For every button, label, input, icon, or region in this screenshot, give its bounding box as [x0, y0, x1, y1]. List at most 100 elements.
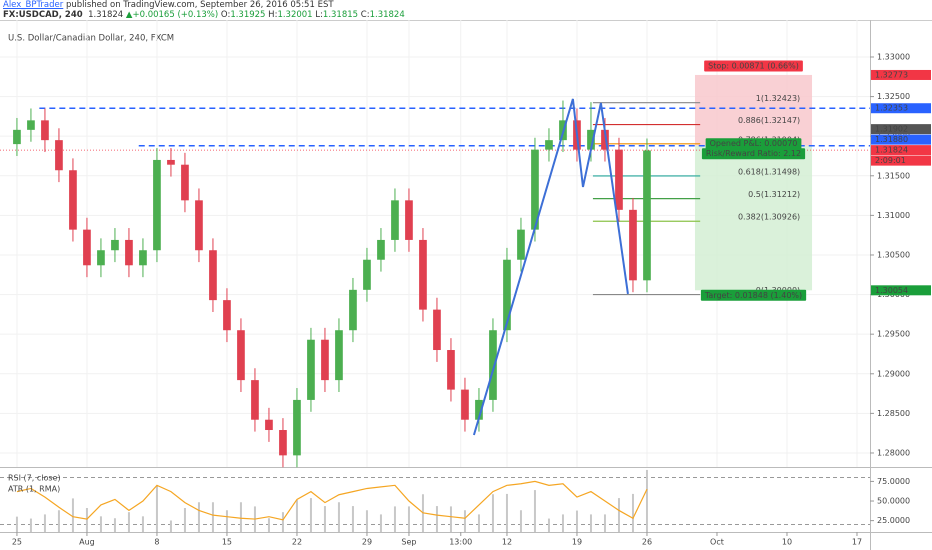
x-tick-label: 8	[154, 538, 159, 547]
atr-bar	[589, 514, 592, 532]
atr-bar	[337, 502, 340, 532]
atr-bar	[15, 516, 18, 532]
header-line: FX:USDCAD, 240 1.31824 ▲+0.00165 (+0.13%…	[3, 10, 932, 20]
y-tick-label: 1.33000	[877, 52, 910, 61]
price-label-box	[871, 103, 931, 114]
atr-bar	[365, 510, 368, 532]
atr-bar	[99, 516, 102, 532]
price-label-box	[871, 124, 931, 135]
atr-bar	[547, 518, 550, 532]
y-tick-label: 1.29500	[877, 330, 910, 339]
candle-body	[125, 239, 133, 266]
atr-bar	[141, 516, 144, 532]
candle-body	[167, 159, 175, 165]
target-zone	[694, 145, 813, 291]
rsi-tick-label: 25.0000	[877, 516, 910, 525]
price-label: 1.32353	[875, 104, 908, 113]
candle-body	[153, 159, 161, 251]
fib-label: 0.886(1.32147)	[738, 116, 800, 125]
candle-body	[195, 200, 203, 251]
low: 1.31815	[322, 10, 359, 20]
atr-bar	[295, 500, 298, 532]
candle-body	[209, 250, 217, 301]
atr-bar	[407, 506, 410, 532]
atr-bar	[169, 520, 172, 532]
rr-label: Risk/Reward Ratio: 2.12	[706, 149, 801, 158]
atr-bar	[603, 514, 606, 532]
atr-bar	[29, 518, 32, 532]
atr-bar	[267, 518, 270, 532]
price-label: 1.31902	[875, 125, 908, 134]
x-tick-label: 19	[572, 538, 582, 547]
atr-bar	[85, 508, 88, 532]
fib-label: 0.5(1.31212)	[748, 190, 800, 199]
price-label-box	[871, 69, 931, 80]
atr-bar	[379, 514, 382, 532]
author[interactable]: Alex_BPTrader	[3, 0, 64, 10]
atr-bar	[71, 498, 74, 532]
atr-bar	[351, 506, 354, 532]
atr-bar	[477, 514, 480, 532]
atr-bar	[155, 485, 158, 532]
candle-body	[447, 350, 455, 390]
stop-zone	[694, 74, 813, 146]
atr-bar	[113, 518, 116, 532]
candle-body	[55, 140, 63, 171]
candle-body	[517, 229, 525, 260]
atr-bar	[127, 512, 130, 532]
h-label: H:	[268, 10, 278, 20]
chart-title: U.S. Dollar/Canadian Dollar, 240, FXCM	[8, 34, 174, 44]
candle-body	[279, 430, 287, 456]
header-line: Alex_BPTrader published on TradingView.c…	[3, 0, 932, 10]
symbol: FX:USDCAD, 240	[3, 10, 83, 20]
candle-body	[237, 330, 245, 381]
candle-body	[349, 289, 357, 331]
l-label: L:	[315, 10, 323, 20]
candle-body	[545, 140, 553, 150]
candle-body	[307, 339, 315, 400]
atr-bar	[183, 508, 186, 532]
candle-body	[223, 300, 231, 331]
rr-label-box	[701, 148, 806, 160]
fib-label: 1(1.32423)	[756, 94, 800, 103]
candle-body	[419, 239, 427, 310]
x-tick-label: 29	[362, 538, 372, 547]
y-tick-label: 1.28000	[877, 448, 910, 457]
y-tick-label: 1.31000	[877, 211, 910, 220]
candle-body	[489, 330, 497, 400]
published: published on TradingView.com, September …	[63, 0, 334, 10]
candle-body	[293, 399, 301, 456]
x-tick-label: 22	[292, 538, 302, 547]
x-tick-label: 10	[782, 538, 792, 547]
x-tick-label: Aug	[79, 538, 95, 547]
arrow: ▲	[125, 10, 133, 20]
y-tick-label: 1.30500	[877, 250, 910, 259]
x-tick-label: Sep	[401, 538, 416, 547]
x-tick-label: 25	[12, 538, 22, 547]
candle-body	[139, 250, 147, 266]
candle-body	[363, 259, 371, 290]
candle-body	[69, 170, 77, 230]
candle-body	[615, 149, 623, 210]
candle-body	[97, 250, 105, 266]
atr-bar	[197, 502, 200, 532]
atr-bar	[57, 510, 60, 532]
atr-bar	[645, 469, 648, 532]
candle-body	[475, 399, 483, 420]
atr-bar	[449, 506, 452, 532]
rsi-tick-label: 75.0000	[877, 477, 910, 486]
candle-body	[27, 120, 35, 130]
candle-body	[83, 229, 91, 266]
atr-bar	[491, 494, 494, 532]
candle-body	[587, 129, 595, 150]
atr-bar	[435, 506, 438, 532]
atr-bar	[281, 512, 284, 532]
price-label: 1.32773	[875, 70, 908, 79]
candle-body	[531, 149, 539, 230]
candle-body	[321, 339, 329, 381]
candle-body	[13, 129, 21, 145]
atr-bar	[617, 498, 620, 532]
y-tick-label: 1.31500	[877, 171, 910, 180]
rsi-line	[16, 480, 648, 521]
